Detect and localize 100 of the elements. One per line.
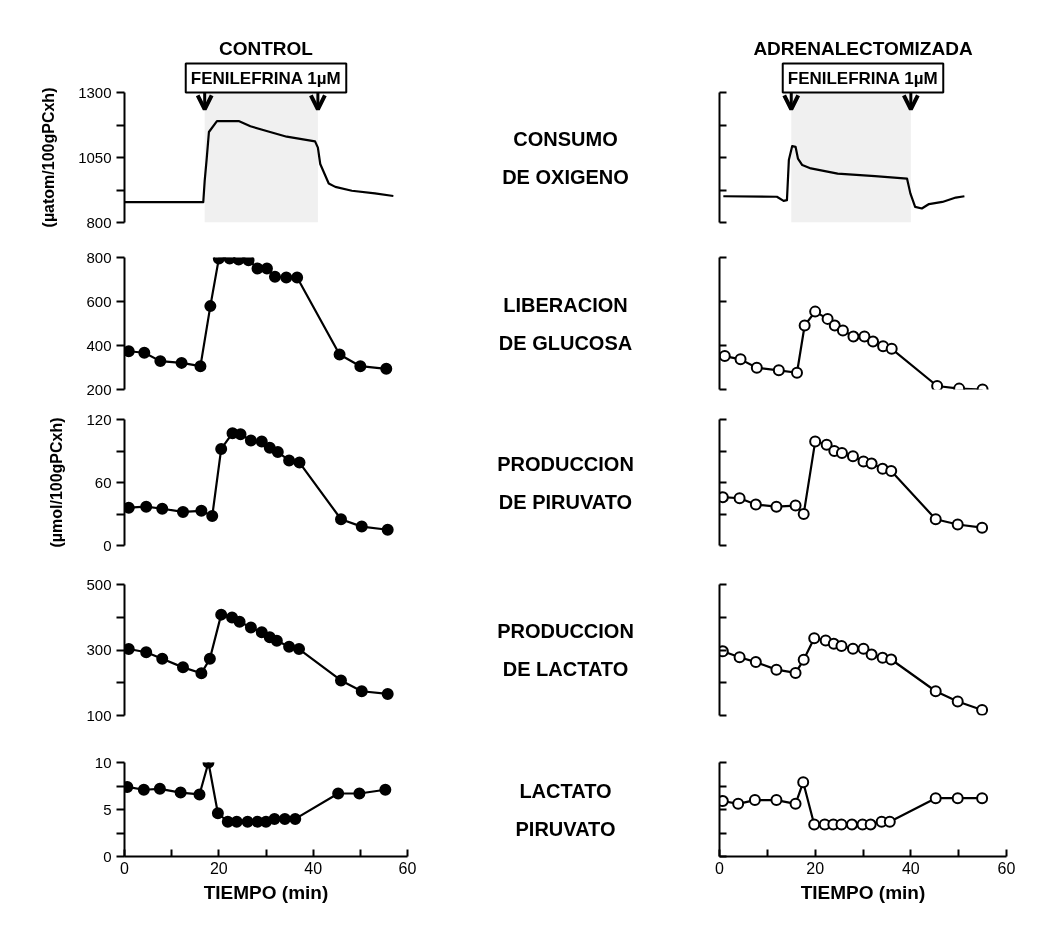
point	[124, 501, 135, 514]
y-tick-label: 0	[103, 847, 112, 865]
point	[332, 787, 345, 800]
point	[797, 776, 810, 789]
point	[355, 685, 368, 698]
y-tick-label: 1050	[78, 148, 112, 166]
point	[156, 502, 169, 515]
point	[289, 812, 302, 825]
point	[268, 812, 281, 825]
point	[153, 782, 166, 795]
point	[195, 667, 208, 680]
point	[204, 300, 217, 313]
point	[951, 695, 964, 708]
x-tick-label: 60	[398, 859, 417, 877]
y-tick-label: 5	[103, 800, 112, 818]
point	[283, 640, 296, 653]
text: DE OXIGENO	[502, 165, 629, 188]
point	[976, 703, 989, 716]
y-tick-label: 1300	[78, 83, 112, 101]
point	[244, 434, 257, 447]
point	[976, 521, 989, 534]
y-tick-label: 600	[86, 292, 112, 310]
point	[268, 270, 281, 283]
point	[789, 666, 802, 679]
point	[203, 652, 216, 665]
x-tick-label: 20	[209, 859, 228, 877]
point	[883, 815, 896, 828]
y-tick-label: 300	[86, 641, 112, 658]
point	[242, 257, 255, 267]
text: DE PIRUVATO	[498, 490, 633, 513]
y-tick-label: 400	[86, 336, 112, 354]
point	[140, 646, 153, 659]
point	[233, 615, 246, 628]
y-tick-label: 800	[86, 248, 112, 266]
y-axis-title: (µmol/100gPCxh)	[48, 417, 66, 548]
text: PIRUVATO	[515, 817, 616, 840]
y-tick-label: 60	[94, 473, 112, 491]
point	[140, 500, 153, 513]
y-tick-label: 10	[94, 753, 112, 771]
y-tick-label: 120	[86, 410, 112, 428]
point	[857, 642, 870, 655]
point	[877, 340, 890, 353]
point	[821, 312, 834, 325]
point	[820, 438, 833, 451]
point	[808, 632, 821, 645]
text: LIBERACION	[503, 293, 628, 316]
point	[353, 787, 366, 800]
point	[719, 350, 731, 363]
point	[156, 652, 169, 665]
point	[836, 324, 849, 337]
point	[885, 342, 898, 355]
point	[334, 674, 347, 687]
point	[215, 442, 228, 455]
point	[291, 271, 304, 284]
text: PRODUCCION	[497, 452, 634, 475]
band-label: FENILEFRINA 1µM	[190, 68, 341, 88]
point	[865, 648, 878, 661]
point	[176, 505, 189, 518]
point	[951, 518, 964, 531]
point	[929, 685, 942, 698]
point	[790, 366, 803, 379]
x-tick-label: 0	[715, 859, 725, 877]
point	[749, 498, 762, 511]
point	[809, 435, 822, 448]
point	[750, 361, 763, 374]
point	[846, 642, 859, 655]
x-axis-title: TIEMPO (min)	[203, 881, 329, 903]
point	[748, 794, 761, 807]
point	[271, 446, 284, 459]
point	[929, 513, 942, 526]
point	[175, 356, 188, 369]
x-tick-label: 40	[304, 859, 323, 877]
point	[885, 653, 898, 666]
point	[174, 786, 187, 799]
point	[770, 794, 783, 807]
point	[885, 464, 898, 477]
point	[770, 663, 783, 676]
point	[293, 456, 306, 469]
text: PRODUCCION	[497, 620, 634, 642]
y-axis-title: (µatom/100gPCxh)	[40, 87, 58, 228]
point	[278, 812, 291, 825]
point	[749, 656, 762, 669]
point	[255, 435, 268, 448]
point	[858, 330, 871, 343]
point	[124, 345, 135, 358]
point	[334, 513, 347, 526]
point	[124, 643, 135, 656]
y-tick-label: 800	[86, 213, 112, 231]
point	[789, 797, 802, 810]
point	[211, 807, 224, 820]
point	[733, 492, 746, 505]
text: CONSUMO	[513, 127, 618, 150]
point	[867, 335, 880, 348]
point	[732, 797, 745, 810]
point	[808, 818, 821, 831]
point	[798, 319, 811, 332]
text: DE GLUCOSA	[498, 331, 633, 354]
point	[355, 520, 368, 533]
point	[379, 783, 392, 796]
point	[280, 271, 293, 284]
